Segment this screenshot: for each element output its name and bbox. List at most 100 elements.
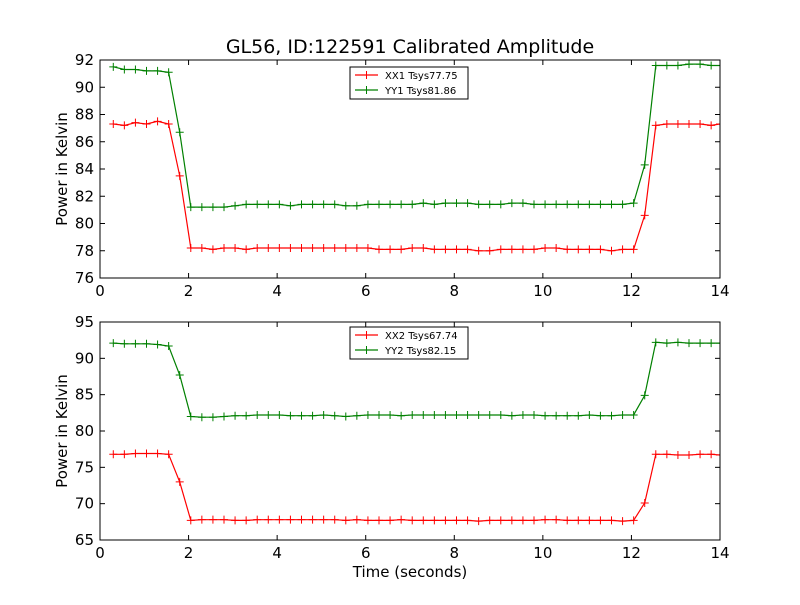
subplot-1-series-1-point [485, 246, 494, 255]
subplot-2-series-1-point [441, 516, 450, 525]
subplot-1-series-1-point [707, 121, 716, 130]
subplot-2-series-2-point [563, 411, 572, 420]
subplot-1-series-1-point [208, 245, 217, 254]
subplot-2-series-1-point [319, 515, 328, 524]
subplot-2-y-tick-label: 90 [75, 349, 94, 367]
subplot-2-series-2-point [607, 411, 616, 420]
subplot-1-series-1-point [253, 244, 262, 253]
subplot-1-series-2 [109, 60, 720, 212]
subplot-1-series-1-point [574, 245, 583, 254]
subplot-2-series-1-point [131, 449, 140, 458]
subplot-1-series-1-point [419, 244, 428, 253]
subplot-1-series-1-point [220, 244, 228, 253]
subplot-1-series-2-point [552, 200, 561, 209]
subplot-2-series-1-point [618, 517, 627, 526]
subplot-2-series-2-point [330, 411, 339, 420]
subplot-2-series-1-line [113, 452, 720, 522]
subplot-2-series-2-point [485, 411, 494, 420]
subplot-2-series-1-point [474, 517, 483, 526]
subplot-2-series-2-point [220, 412, 228, 421]
subplot-1-series-1 [109, 117, 720, 255]
subplot-1-series-1-point [319, 244, 328, 253]
subplot-2-series-2-point [142, 339, 151, 348]
subplot-1-series-2-point [242, 200, 251, 209]
subplot-2-y-tick-label: 75 [75, 458, 94, 476]
subplot-1-series-1-point [618, 245, 627, 254]
subplot-1-legend: XX1 Tsys77.75 YY1 Tsys81.86 [349, 66, 469, 100]
subplot-1-series-2-point [319, 200, 328, 209]
subplot-1-series-1-point [696, 120, 705, 129]
subplot-2-legend-marker [362, 346, 371, 354]
subplot-2-series-1-point [264, 515, 273, 524]
subplot-2-series-1-point [485, 516, 494, 525]
subplot-1-series-1-point [242, 245, 251, 254]
subplot-2-series-1-point [175, 477, 184, 486]
subplot-1-series-1-point [164, 120, 173, 129]
subplot-2-series-1-point [120, 450, 129, 459]
subplot-1-x-tick-label: 0 [95, 282, 105, 300]
subplot-1-series-1-point [275, 244, 284, 253]
subplot-1-series-2-point [685, 60, 693, 69]
subplot-1-series-1-point [430, 245, 439, 254]
subplot-1-series-2-point [164, 68, 173, 77]
subplot-2-series-2-point [474, 411, 483, 420]
subplot-1-series-1-point [352, 244, 361, 253]
subplot-2-series-1-point [552, 515, 561, 524]
subplot-1-series-2-point [574, 200, 583, 209]
subplot-1-series-2-point [607, 200, 616, 209]
subplot-2-series-1-point [363, 516, 372, 525]
subplot-1-series-2-point [640, 160, 649, 169]
subplot-1-series-2-point [253, 200, 262, 209]
subplot-2-series-2-point [363, 411, 372, 420]
subplot-2-series-2-point [707, 339, 716, 348]
subplot-2-series-1-point [563, 516, 572, 525]
subplot-2-series-1-point [673, 450, 682, 459]
subplot-2-series-2-point [175, 371, 184, 380]
subplot-1-series-1-point [264, 244, 273, 253]
subplot-1-series-2-point [518, 199, 527, 208]
subplot-1-x-tick-label: 2 [184, 282, 194, 300]
subplot-1-series-1-point [640, 211, 649, 220]
subplot-1-series-1-point [286, 244, 295, 253]
subplot-1-series-1-point [596, 245, 605, 254]
subplot-1-y-tick-label: 80 [75, 215, 94, 233]
subplot-2-series-2-point [541, 411, 550, 420]
subplot-1-x-tick-label: 12 [622, 282, 641, 300]
subplot-2-series-1-point [197, 515, 206, 524]
subplot-1-series-1-point [585, 245, 594, 254]
subplot-2-series-1-point [541, 515, 550, 524]
subplot-1-series-1-point [142, 120, 151, 129]
subplot-1-series-2-point [530, 200, 538, 209]
subplot-1-x-tick-label: 10 [533, 282, 552, 300]
subplot-2-x-tick-label: 6 [361, 544, 371, 562]
subplot-1-series-2-point [541, 200, 550, 209]
subplot-1-x-tick-label: 14 [710, 282, 729, 300]
subplot-2-y-tick-label: 70 [75, 495, 94, 513]
subplot-1-series-2-point [297, 200, 306, 209]
subplot-2: 0 2 4 6 8 10 12 14 65 70 75 80 85 90 95 Power in Kelvin… [53, 313, 730, 581]
subplot-2-series-1-point [585, 516, 594, 525]
subplot-2-series-2-point [463, 411, 472, 420]
subplot-1-series-2-point [308, 200, 317, 209]
subplot-2-series-2-point [341, 412, 350, 421]
subplot-1-series-2-point [673, 61, 682, 70]
subplot-1-series-1-point [673, 120, 682, 129]
subplot-2-series-1-point [629, 516, 638, 525]
subplot-1-legend-marker [362, 71, 371, 79]
subplot-2-series-2-point [242, 411, 251, 420]
subplot-2-series-2-point [286, 411, 295, 420]
subplot-2-series-1-point [463, 516, 472, 525]
subplot-1-legend-label: XX1 Tsys77.75 [385, 71, 458, 82]
subplot-1-series-1-point [341, 244, 350, 253]
subplot-2-series-1-point [341, 516, 350, 525]
subplot-1-series-1-point [651, 121, 660, 130]
subplot-2-x-tick-label: 4 [272, 544, 282, 562]
subplot-2-series-1-point [651, 450, 660, 459]
subplot-1-series-1-point [408, 244, 417, 253]
subplot-2-series-2-point [197, 413, 206, 422]
subplot-2-series-2-point [208, 413, 217, 422]
subplot-2-y-tick-label: 80 [75, 422, 94, 440]
subplot-2-series-1-point [640, 498, 649, 507]
